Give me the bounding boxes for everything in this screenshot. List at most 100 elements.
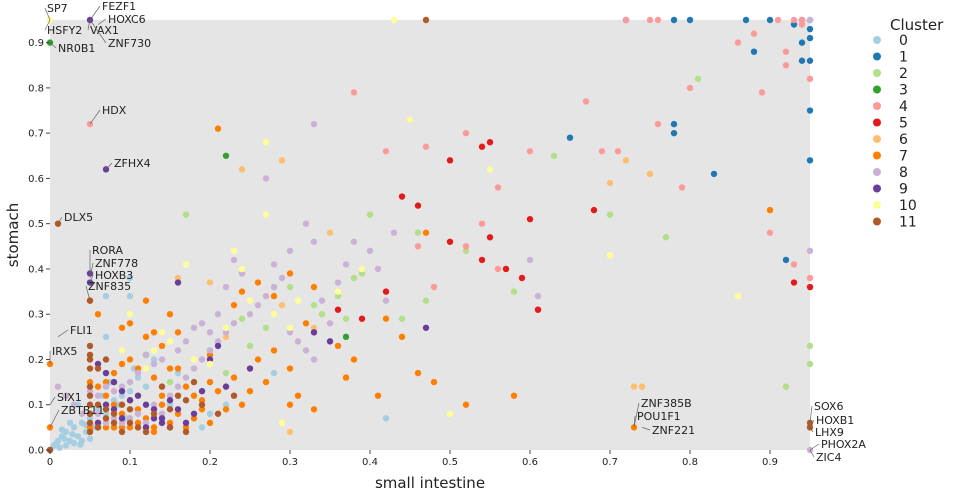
data-point-cluster-11 bbox=[182, 428, 190, 436]
data-point-cluster-8 bbox=[126, 378, 134, 386]
data-point-cluster-7 bbox=[150, 329, 158, 336]
data-point-cluster-5 bbox=[590, 206, 598, 214]
data-point-cluster-7 bbox=[126, 356, 134, 363]
data-point-cluster-10 bbox=[390, 16, 398, 24]
data-point-cluster-11 bbox=[126, 406, 134, 413]
data-point-cluster-7 bbox=[94, 383, 102, 390]
x-tick-label: 0.7 bbox=[602, 457, 618, 468]
data-point-cluster-5 bbox=[334, 306, 342, 313]
data-point-cluster-0 bbox=[102, 333, 110, 341]
data-point-cluster-7 bbox=[158, 401, 166, 408]
data-point-cluster-8 bbox=[302, 347, 310, 354]
data-point-cluster-7 bbox=[142, 415, 150, 422]
data-point-cluster-10 bbox=[358, 265, 366, 273]
annotation-label: HOXC6 bbox=[108, 13, 146, 26]
data-point-cluster-8 bbox=[174, 347, 182, 354]
data-point-cluster-1 bbox=[670, 120, 678, 128]
data-point-cluster-6 bbox=[238, 166, 246, 173]
data-point-cluster-7 bbox=[302, 320, 310, 327]
annotation-label: ZNF778 bbox=[95, 257, 138, 270]
data-point-cluster-0 bbox=[118, 392, 126, 399]
legend-label: 11 bbox=[899, 215, 917, 231]
data-point-cluster-8 bbox=[534, 292, 542, 300]
annotation-leader-line bbox=[809, 443, 820, 451]
legend-label: 2 bbox=[899, 66, 908, 82]
data-point-cluster-8 bbox=[310, 356, 318, 363]
data-point-cluster-0 bbox=[166, 401, 174, 408]
data-point-cluster-0 bbox=[66, 419, 74, 427]
legend-swatch bbox=[873, 52, 881, 61]
data-point-cluster-8 bbox=[302, 220, 310, 227]
data-point-cluster-8 bbox=[142, 419, 150, 427]
annotation-leader-line bbox=[89, 274, 94, 283]
y-axis: 0.0 0.1 0.2 0.3 0.4 0.5 0.6 0.7 0.8 0.9 bbox=[28, 38, 50, 457]
data-point-cluster-10 bbox=[286, 324, 294, 331]
data-point-cluster-2 bbox=[806, 360, 814, 368]
data-point-cluster-7 bbox=[198, 397, 206, 404]
data-point-cluster-8 bbox=[270, 261, 278, 268]
data-point-cluster-4 bbox=[494, 184, 502, 191]
data-point-cluster-2 bbox=[246, 342, 254, 350]
annotation-leader-line bbox=[49, 396, 56, 405]
data-point-cluster-2 bbox=[334, 292, 342, 300]
annotation-leader-line bbox=[633, 415, 636, 428]
annotation-leader-line bbox=[57, 216, 63, 224]
data-point-cluster-8 bbox=[54, 383, 62, 390]
data-point-cluster-4 bbox=[622, 16, 630, 24]
data-point-cluster-5 bbox=[358, 315, 366, 322]
data-point-cluster-8 bbox=[270, 283, 278, 291]
data-point-cluster-8 bbox=[118, 383, 126, 390]
annotation-leader-line bbox=[89, 19, 107, 44]
data-point-cluster-0 bbox=[70, 440, 78, 447]
data-point-cluster-1 bbox=[798, 39, 806, 46]
data-point-cluster-8 bbox=[806, 16, 814, 24]
y-axis-title: stomach bbox=[4, 203, 22, 267]
data-point-cluster-8 bbox=[62, 392, 70, 399]
data-point-cluster-9 bbox=[206, 356, 214, 363]
data-point-cluster-8 bbox=[214, 311, 222, 318]
data-point-cluster-7 bbox=[150, 424, 158, 431]
data-point-cluster-0 bbox=[102, 410, 110, 417]
legend-label: 5 bbox=[899, 116, 908, 132]
y-tick-label: 0.3 bbox=[28, 310, 44, 321]
data-point-cluster-7 bbox=[310, 406, 318, 413]
data-point-cluster-11 bbox=[86, 342, 94, 350]
data-point-cluster-8 bbox=[350, 238, 358, 245]
data-point-cluster-10 bbox=[446, 410, 454, 417]
data-point-cluster-8 bbox=[94, 392, 102, 399]
data-point-cluster-8 bbox=[374, 265, 382, 273]
data-point-cluster-11 bbox=[126, 419, 134, 427]
data-point-cluster-10 bbox=[222, 324, 230, 331]
data-point-cluster-4 bbox=[790, 261, 798, 268]
data-point-cluster-9 bbox=[222, 383, 230, 390]
data-point-cluster-9 bbox=[118, 387, 126, 395]
data-point-cluster-8 bbox=[262, 292, 270, 300]
data-point-cluster-9 bbox=[158, 415, 166, 422]
data-point-cluster-7 bbox=[134, 406, 142, 413]
data-point-cluster-5 bbox=[414, 202, 422, 209]
data-point-cluster-4 bbox=[654, 120, 662, 128]
data-point-cluster-7 bbox=[254, 356, 262, 363]
data-point-cluster-2 bbox=[350, 274, 358, 282]
annotation-leader-line bbox=[809, 419, 815, 428]
data-point-cluster-3 bbox=[342, 333, 350, 341]
data-point-cluster-5 bbox=[806, 283, 814, 291]
data-point-cluster-0 bbox=[86, 415, 94, 422]
data-point-cluster-5 bbox=[398, 193, 406, 200]
data-point-cluster-7 bbox=[174, 329, 182, 336]
data-point-cluster-0 bbox=[382, 415, 390, 422]
data-point-cluster-7 bbox=[174, 365, 182, 372]
annotation-leader-line bbox=[85, 285, 91, 301]
legend-label: 9 bbox=[899, 182, 908, 198]
data-point-cluster-9 bbox=[126, 397, 134, 404]
data-point-cluster-4 bbox=[798, 16, 806, 24]
data-point-cluster-4 bbox=[422, 143, 430, 150]
data-point-cluster-2 bbox=[366, 211, 374, 218]
y-tick-label: 0.1 bbox=[28, 400, 44, 411]
data-point-cluster-8 bbox=[206, 329, 214, 336]
data-point-cluster-5 bbox=[446, 238, 454, 245]
data-point-cluster-5 bbox=[518, 274, 526, 282]
data-point-cluster-1 bbox=[742, 16, 750, 24]
data-point-cluster-7 bbox=[270, 292, 278, 300]
y-tick-label: 0.4 bbox=[28, 264, 44, 275]
